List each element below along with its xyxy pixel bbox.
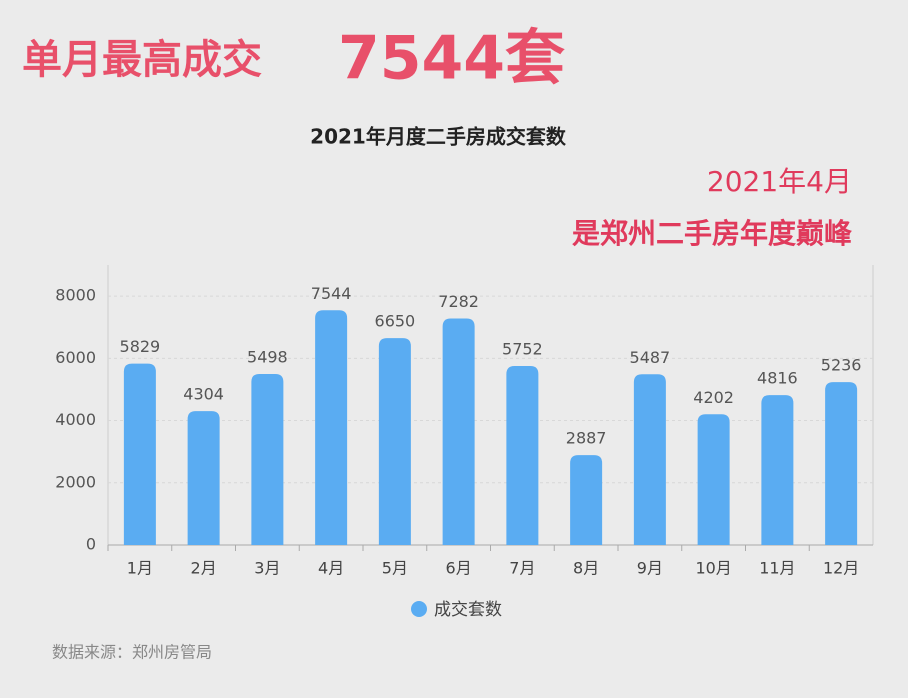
y-tick-label: 6000 — [55, 348, 96, 367]
x-tick-label: 4月 — [318, 559, 344, 578]
x-tick-label: 1月 — [127, 559, 153, 578]
value-label: 6650 — [375, 312, 416, 331]
chart-title: 2021年月度二手房成交套数 — [310, 125, 567, 149]
x-tick-label: 12月 — [823, 559, 859, 578]
value-label: 4304 — [183, 385, 224, 404]
y-tick-label: 8000 — [55, 286, 96, 305]
x-tick-label: 10月 — [695, 559, 731, 578]
x-tick-label: 2月 — [191, 559, 217, 578]
legend-marker — [411, 601, 427, 617]
bar — [378, 338, 411, 545]
value-label: 5829 — [120, 337, 161, 356]
bar — [633, 374, 666, 545]
legend-label: 成交套数 — [434, 600, 502, 620]
bar — [187, 411, 220, 545]
y-tick-label: 4000 — [55, 410, 96, 429]
annotation: 是郑州二手房年度巅峰 — [572, 217, 852, 250]
bar — [123, 363, 156, 545]
value-label: 7544 — [311, 284, 352, 303]
annotation: 2021年4月 — [707, 165, 852, 198]
bar — [251, 373, 284, 545]
value-label: 7282 — [438, 292, 479, 311]
y-tick-label: 0 — [86, 535, 96, 554]
x-tick-label: 11月 — [759, 559, 795, 578]
value-label: 4816 — [757, 369, 798, 388]
value-label: 2887 — [566, 429, 607, 448]
bar — [761, 395, 794, 545]
bar — [506, 366, 539, 545]
value-label: 5752 — [502, 340, 543, 359]
x-tick-label: 7月 — [509, 559, 535, 578]
bar — [570, 455, 603, 545]
headline: 单月最高成交 — [22, 37, 262, 83]
x-tick-label: 9月 — [637, 559, 663, 578]
x-tick-label: 3月 — [254, 559, 280, 578]
value-label: 5498 — [247, 347, 288, 366]
x-tick-label: 8月 — [573, 559, 599, 578]
y-tick-label: 2000 — [55, 472, 96, 491]
bar — [442, 318, 475, 545]
bar — [697, 414, 730, 545]
value-label: 4202 — [693, 388, 734, 407]
x-tick-label: 6月 — [446, 559, 472, 578]
bar — [315, 310, 348, 545]
x-tick-label: 5月 — [382, 559, 408, 578]
value-label: 5487 — [630, 348, 671, 367]
headline-value: 7544套 — [338, 24, 565, 94]
value-label: 5236 — [821, 356, 862, 375]
bar — [825, 382, 858, 545]
source: 数据来源：郑州房管局 — [52, 643, 212, 662]
